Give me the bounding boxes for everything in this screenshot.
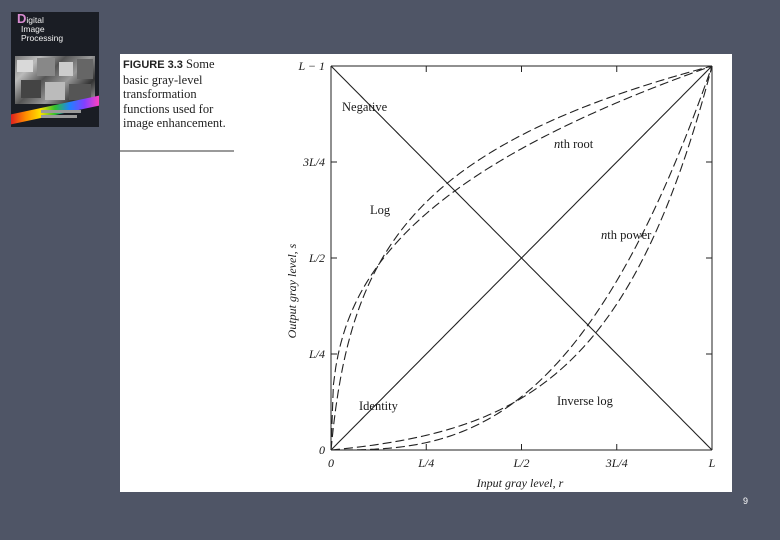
x-tick-label-trailing: 1 bbox=[731, 456, 732, 470]
y-axis-label: Output gray level, s bbox=[285, 243, 299, 338]
series-label-nth-root: nth root bbox=[554, 137, 594, 151]
book-authors bbox=[41, 108, 91, 118]
figure-caption-label: FIGURE 3.3 bbox=[123, 59, 183, 71]
figure-caption: FIGURE 3.3 Some basic gray-level transfo… bbox=[123, 57, 235, 131]
book-title-line2: Image bbox=[21, 24, 45, 34]
y-tick-label: L/2 bbox=[308, 251, 325, 265]
book-title-line1: igital bbox=[26, 15, 44, 25]
figure-caption-text: Some basic gray-level transformation fun… bbox=[123, 57, 226, 130]
series-identity-curve bbox=[330, 65, 713, 451]
x-tick-label: 3L/4 bbox=[605, 456, 628, 470]
book-cover-image: Digital Image Processing bbox=[11, 12, 99, 127]
caption-divider bbox=[120, 150, 234, 152]
x-tick-label: L bbox=[708, 456, 716, 470]
x-axis-label: Input gray level, r bbox=[476, 476, 564, 490]
series-inverse-log-curve bbox=[330, 65, 713, 451]
series-label-inverse-log: Inverse log bbox=[557, 394, 614, 408]
series-label-log: Log bbox=[370, 203, 391, 217]
x-tick-label: L/4 bbox=[417, 456, 434, 470]
series-nth-root-curve bbox=[330, 65, 713, 451]
transformation-chart: 0 L/4 L/2 3L/4 L 1 0 L/4 L/2 3L/4 L − 1 Negative Ide… bbox=[285, 59, 732, 490]
series-nth-power-curve bbox=[331, 65, 713, 451]
x-tick-label: L/2 bbox=[512, 456, 529, 470]
y-tick-label: 3L/4 bbox=[302, 155, 325, 169]
series-log-curve bbox=[330, 65, 713, 451]
y-tick-label: 0 bbox=[319, 443, 325, 457]
series-label-negative: Negative bbox=[342, 100, 388, 114]
y-tick-label: L/4 bbox=[308, 347, 325, 361]
page-number: 9 bbox=[742, 496, 748, 506]
series-label-nth-power: nth power bbox=[601, 228, 652, 242]
book-title-line3: Processing bbox=[21, 33, 64, 43]
y-tick-label: L − 1 bbox=[297, 59, 325, 73]
chart-plot-area: 0 L/4 L/2 3L/4 L 1 0 L/4 L/2 3L/4 L − 1 Negative Ide… bbox=[297, 59, 732, 470]
series-label-identity: Identity bbox=[359, 399, 399, 413]
book-cover-photos bbox=[15, 56, 95, 104]
book-title: Digital Image Processing bbox=[17, 12, 93, 43]
x-tick-label: 0 bbox=[328, 456, 334, 470]
figure-panel: FIGURE 3.3 Some basic gray-level transfo… bbox=[120, 54, 732, 492]
book-title-initial: D bbox=[17, 12, 27, 26]
